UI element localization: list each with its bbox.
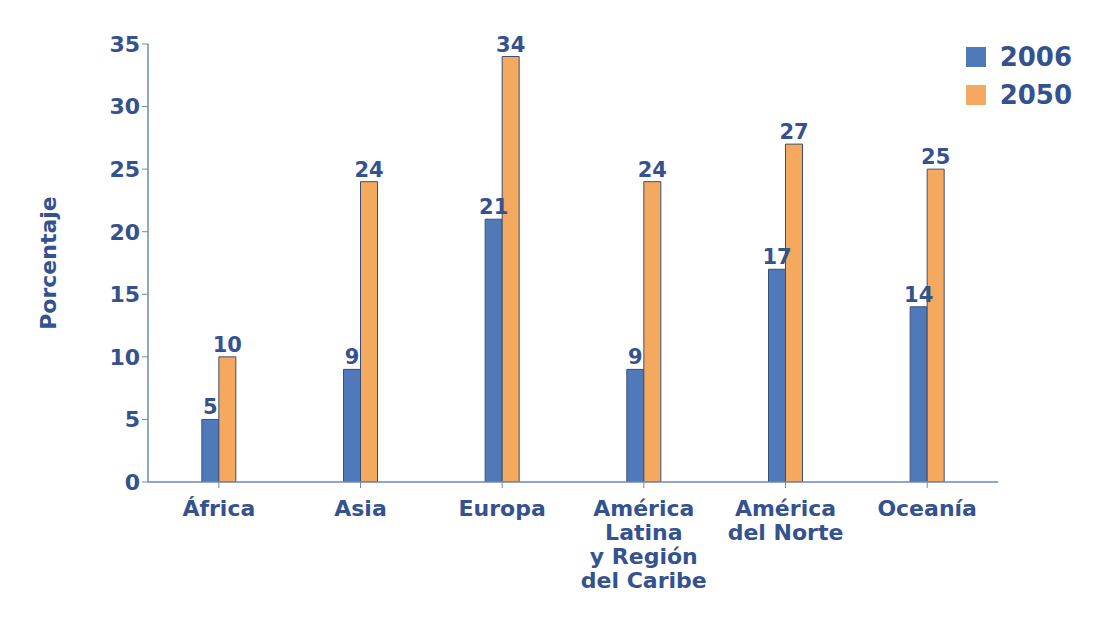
- svg-text:21: 21: [479, 195, 508, 219]
- svg-text:10: 10: [213, 333, 242, 357]
- svg-text:17: 17: [762, 245, 791, 269]
- svg-text:Américadel Norte: Américadel Norte: [728, 496, 844, 545]
- svg-text:Europa: Europa: [459, 496, 546, 521]
- svg-text:5: 5: [203, 395, 218, 419]
- svg-text:15: 15: [109, 282, 140, 307]
- svg-text:África: África: [182, 496, 255, 521]
- html-text:2050: 2050: [999, 80, 1072, 110]
- svg-text:35: 35: [109, 32, 140, 57]
- svg-text:0: 0: [125, 470, 140, 495]
- svg-text:9: 9: [628, 345, 643, 369]
- svg-text:25: 25: [921, 145, 950, 169]
- html-text:2006: 2006: [999, 42, 1072, 72]
- svg-text:Porcentaje: Porcentaje: [36, 196, 61, 330]
- svg-text:24: 24: [638, 158, 667, 182]
- svg-text:14: 14: [904, 283, 933, 307]
- svg-text:10: 10: [109, 345, 140, 370]
- svg-text:Oceanía: Oceanía: [877, 496, 977, 521]
- svg-text:24: 24: [354, 158, 383, 182]
- svg-text:25: 25: [109, 157, 140, 182]
- svg-text:AméricaLatinay Regióndel Carib: AméricaLatinay Regióndel Caribe: [581, 496, 707, 593]
- svg-text:30: 30: [109, 94, 140, 119]
- svg-text:27: 27: [779, 120, 808, 144]
- svg-text:34: 34: [496, 33, 525, 57]
- svg-text:20: 20: [109, 220, 140, 245]
- svg-text:5: 5: [125, 407, 140, 432]
- svg-text:9: 9: [345, 345, 360, 369]
- svg-text:Asia: Asia: [334, 496, 387, 521]
